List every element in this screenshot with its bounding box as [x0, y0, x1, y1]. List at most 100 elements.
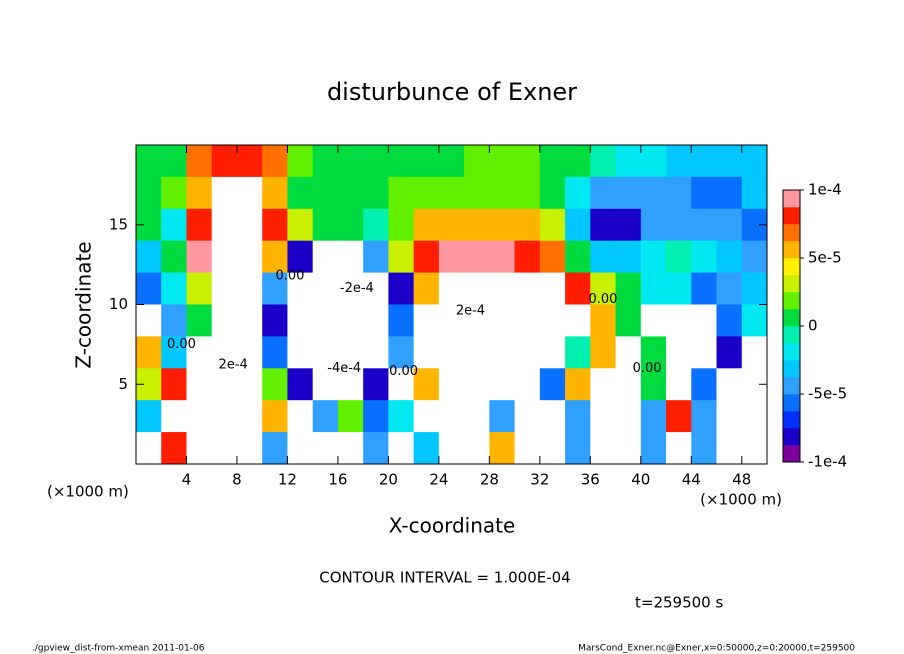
- heat-cell: [666, 272, 692, 305]
- heat-cell: [640, 336, 667, 369]
- heat-cell: [186, 176, 213, 210]
- heat-cell: [514, 304, 541, 337]
- heat-cell: [539, 272, 566, 305]
- heat-cell: [262, 240, 288, 274]
- heat-cell: [590, 240, 617, 274]
- heat-cell: [464, 240, 490, 274]
- heat-cell: [337, 176, 364, 210]
- heat-cell: [363, 272, 389, 305]
- heat-cell: [337, 304, 364, 337]
- heat-cell: [363, 400, 389, 433]
- heat-cell: [615, 176, 642, 210]
- heat-cell: [514, 208, 541, 242]
- heat-cell: [236, 176, 263, 210]
- heat-cell: [161, 145, 187, 178]
- heat-cell: [388, 432, 415, 465]
- heat-cell: [262, 208, 288, 242]
- colorbar-swatch: [783, 207, 800, 225]
- y-unit: (×1000 m): [47, 483, 129, 501]
- heat-cell: [666, 304, 692, 337]
- heat-cell: [514, 368, 541, 401]
- heat-cell: [464, 145, 490, 178]
- heat-cell: [539, 400, 566, 433]
- x-tick-label: 16: [328, 471, 347, 489]
- heat-cell: [211, 176, 238, 210]
- heat-cell: [691, 176, 718, 210]
- heat-cell: [565, 304, 591, 337]
- heat-cell: [438, 145, 465, 178]
- heat-cell: [640, 272, 667, 305]
- heat-cell: [615, 272, 642, 305]
- x-tick-label: 8: [232, 471, 242, 489]
- heat-cell: [615, 368, 642, 401]
- heat-cell: [640, 208, 667, 242]
- heat-cell: [388, 336, 415, 369]
- colorbar-swatch: [783, 428, 800, 446]
- heat-cell: [262, 432, 288, 465]
- heat-cell: [413, 368, 440, 401]
- heat-cell: [287, 368, 314, 401]
- heat-cell: [716, 208, 743, 242]
- colorbar-swatch: [783, 377, 800, 395]
- heat-cell: [337, 368, 364, 401]
- heat-cell: [691, 304, 718, 337]
- heat-cell: [640, 432, 667, 465]
- heat-cell: [388, 176, 415, 210]
- contour-label: 0.00: [389, 364, 418, 379]
- heat-cell: [211, 368, 238, 401]
- heat-cell: [539, 368, 566, 401]
- x-tick-label: 40: [631, 471, 650, 489]
- heat-cell: [186, 304, 213, 337]
- heat-cell: [565, 208, 591, 242]
- heat-cell: [489, 208, 516, 242]
- heat-cell: [413, 400, 440, 433]
- heat-cell: [262, 272, 288, 305]
- heat-cell: [438, 336, 465, 369]
- heat-cell: [413, 432, 440, 465]
- heat-cell: [716, 368, 743, 401]
- contour-label: -4e-4: [327, 361, 361, 376]
- heat-cell: [666, 400, 692, 433]
- heat-cell: [262, 304, 288, 337]
- heat-cell: [413, 240, 440, 274]
- heat-cell: [388, 208, 415, 242]
- heat-cell: [565, 176, 591, 210]
- heat-cell: [388, 368, 415, 401]
- contour-label: 0.00: [588, 292, 617, 307]
- colorbar-tick-label: -5e-5: [808, 385, 847, 403]
- heat-cell: [590, 208, 617, 242]
- heat-cell: [136, 240, 162, 274]
- heat-cell: [716, 336, 743, 369]
- heat-cell: [287, 208, 314, 242]
- heat-cell: [514, 432, 541, 465]
- heat-cell: [388, 145, 415, 178]
- chart-title: disturbunce of Exner: [327, 78, 577, 106]
- heat-cell: [691, 272, 718, 305]
- heat-cell: [186, 432, 213, 465]
- heat-cell: [565, 145, 591, 178]
- heat-cell: [691, 400, 718, 433]
- heat-cell: [464, 208, 490, 242]
- heat-cell: [211, 336, 238, 369]
- heat-cell: [741, 336, 768, 369]
- heat-cell: [489, 368, 516, 401]
- heat-cell: [489, 336, 516, 369]
- colorbar-swatch: [783, 241, 800, 259]
- heat-cell: [211, 432, 238, 465]
- heat-cell: [438, 304, 465, 337]
- contour-label: 0.00: [167, 337, 196, 352]
- heat-cell: [438, 272, 465, 305]
- heat-cell: [691, 240, 718, 274]
- heat-cell: [539, 304, 566, 337]
- heat-cell: [136, 145, 162, 178]
- heat-cell: [312, 432, 339, 465]
- heat-cell: [615, 304, 642, 337]
- heat-cell: [287, 432, 314, 465]
- colorbar-swatch: [783, 445, 800, 463]
- heat-cell: [514, 400, 541, 433]
- heat-cell: [539, 432, 566, 465]
- heat-cell: [514, 336, 541, 369]
- heat-cell: [565, 368, 591, 401]
- heat-cell: [186, 272, 213, 305]
- heat-cell: [464, 432, 490, 465]
